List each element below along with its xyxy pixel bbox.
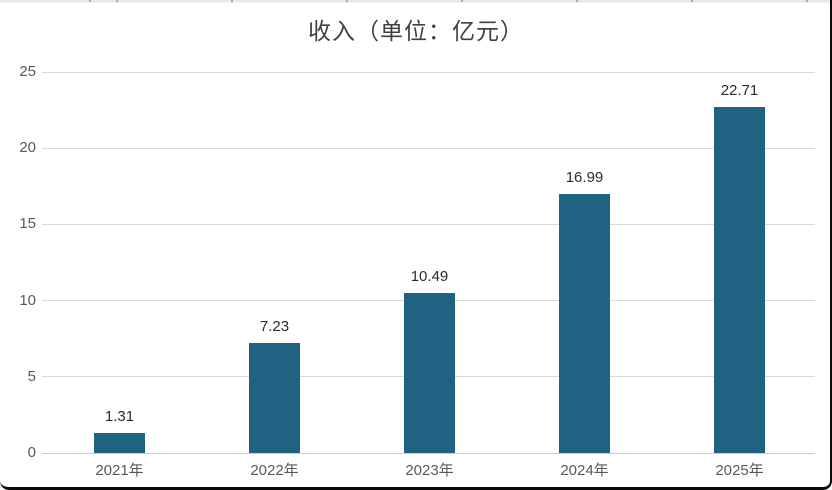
gridline [42,71,815,73]
bar-value-label: 7.23 [259,317,290,335]
bar-2024年 [559,194,610,453]
bar-value-label: 16.99 [565,169,604,187]
chart-title: 收入（单位：亿元） [308,18,524,44]
y-axis-tick-label: 10 [19,291,36,309]
bar-value-label: 1.31 [104,408,135,426]
y-axis-tick-label: 0 [27,444,36,461]
gridline [42,147,815,149]
y-axis-tick-label: 20 [19,139,36,157]
x-axis-label: 2022年 [250,462,299,479]
x-axis-label: 2025年 [715,462,764,479]
bar-2021年 [94,433,145,453]
bar-value-label: 10.49 [410,268,449,286]
x-axis-label: 2021年 [95,462,144,479]
x-axis-baseline [42,452,815,454]
spreadsheet-row-edge [0,0,830,3]
bar-2022年 [249,342,300,453]
bar-2023年 [404,293,455,453]
y-axis-tick-label: 15 [19,215,36,233]
x-axis-label: 2024年 [560,462,609,479]
bar-value-label: 22.71 [720,81,759,99]
x-axis-label: 2023年 [405,462,454,479]
gridline [42,223,815,225]
y-axis-tick-label: 25 [19,63,36,80]
y-axis-tick-label: 5 [27,367,36,385]
bar-2025年 [714,106,765,453]
